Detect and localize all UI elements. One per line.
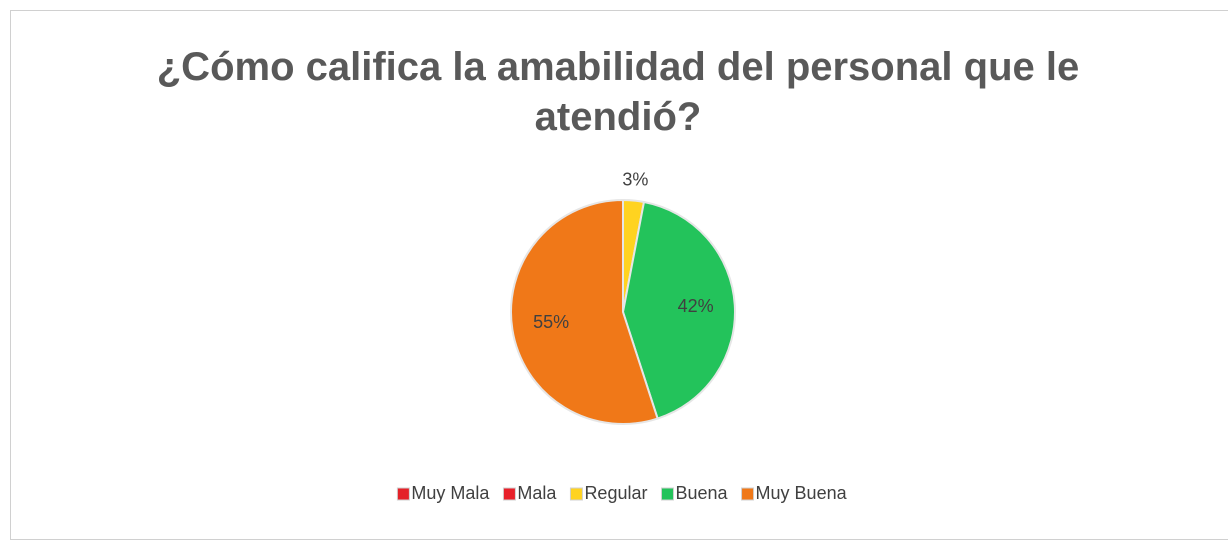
data-label: 42% [678, 296, 714, 316]
legend-marker [741, 487, 755, 501]
chart-title: ¿Cómo califica la amabilidad del persona… [156, 45, 1080, 139]
data-label: 3% [622, 169, 648, 189]
legend-label: Mala [517, 483, 557, 503]
legend-label: Muy Mala [411, 483, 490, 503]
legend-label: Muy Buena [756, 483, 848, 503]
chart: 3% 42% 55% Muy Mala Mala Regular Buena Muy Buen… [396, 169, 848, 503]
legend-label: Buena [675, 483, 728, 503]
legend-label: Regular [584, 483, 647, 503]
legend-marker [660, 487, 674, 501]
pie-slice [621, 200, 736, 420]
page: ¿Cómo califica la amabilidad del persona… [10, 10, 1228, 540]
data-label: 55% [533, 312, 569, 332]
pie-slice [509, 198, 659, 425]
legend-marker [502, 487, 516, 501]
legend-marker [396, 487, 410, 501]
legend-marker [569, 487, 583, 501]
